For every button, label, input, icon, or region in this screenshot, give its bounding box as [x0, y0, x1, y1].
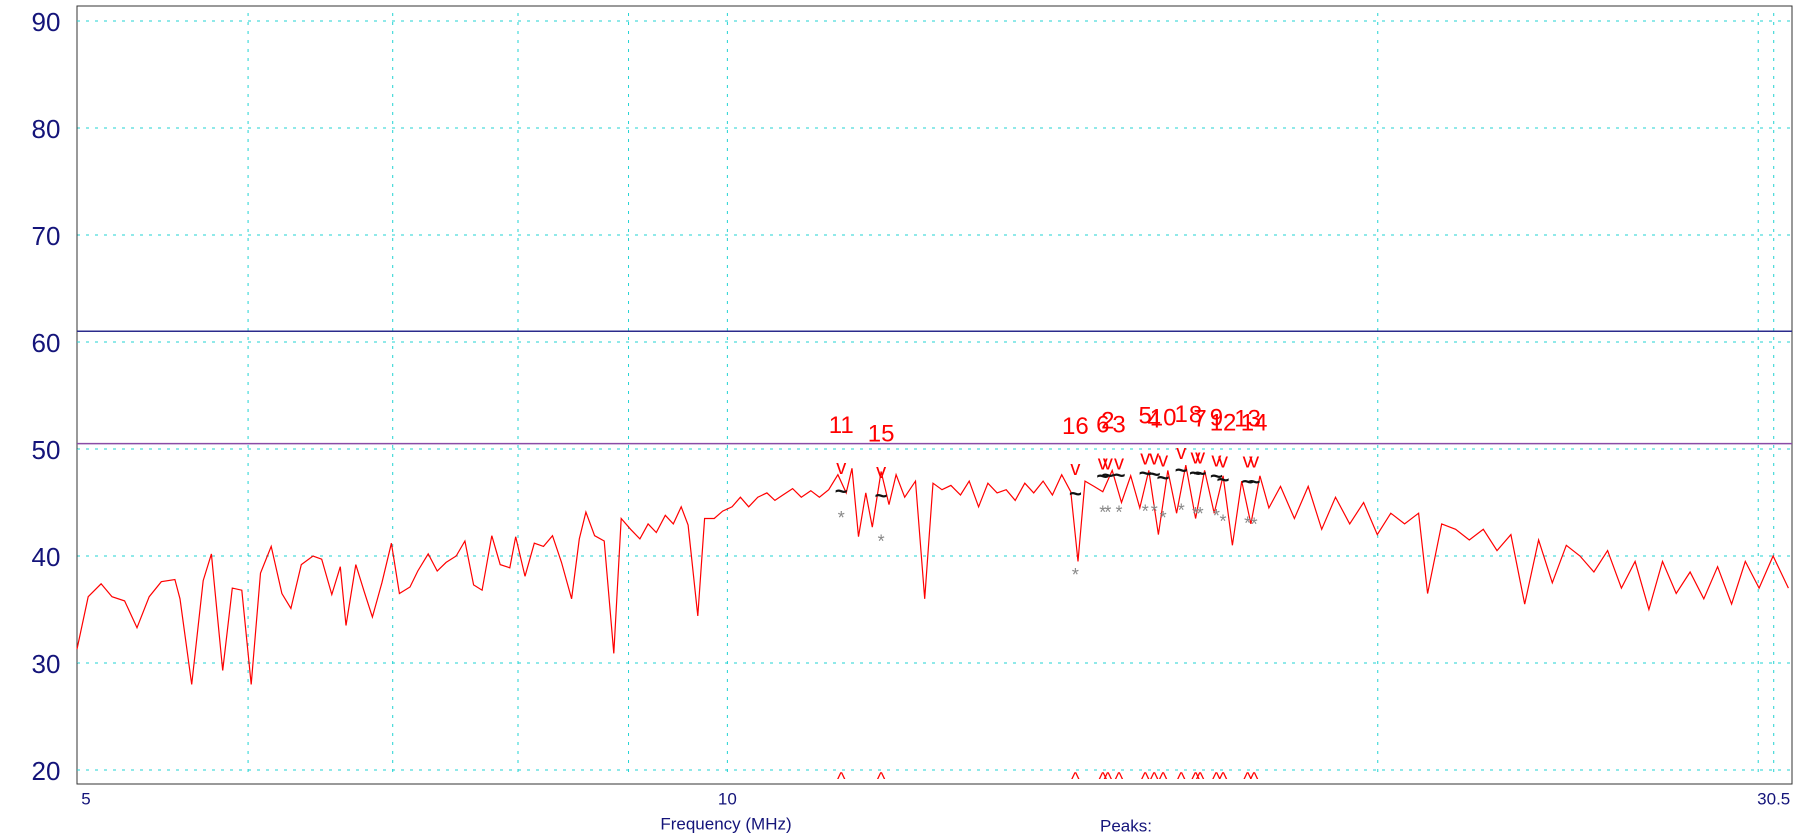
average-marker: * [1151, 502, 1158, 522]
peak-axis-marker: ^ [1212, 769, 1221, 789]
trace [76, 464, 1789, 685]
average-marker: * [1220, 511, 1227, 531]
peak-marker: v [1176, 442, 1186, 464]
x-tick-label: 10 [718, 789, 737, 808]
quasi-peak-marker: ~ [1069, 481, 1082, 506]
peak-axis-marker: ^ [1159, 769, 1168, 789]
peak-label: 4 [1148, 406, 1161, 433]
peak-marker: v [1195, 446, 1205, 468]
x-axis-label: Frequency (MHz) [660, 814, 791, 833]
peak-axis-marker: ^ [1141, 769, 1150, 789]
peak-marker: v [1140, 447, 1150, 469]
quasi-peak-marker: ~ [875, 483, 888, 508]
quasi-peak-marker: ~ [1139, 460, 1152, 485]
peak-marker: v [876, 461, 886, 483]
quasi-peak-marker: ~ [1194, 460, 1207, 485]
average-marker: * [1197, 504, 1204, 524]
average-marker: * [1244, 513, 1251, 533]
average-marker: * [1072, 565, 1079, 585]
peak-axis-marker: ^ [1104, 769, 1113, 789]
quasi-peak-marker: ~ [1157, 465, 1170, 490]
peak-label: 6 [1096, 412, 1109, 439]
average-marker: * [1142, 502, 1149, 522]
peak-axis-marker: ^ [1243, 769, 1252, 789]
peak-label: 11 [829, 412, 854, 439]
peak-label: 3 [1112, 412, 1125, 439]
peak-label: 14 [1241, 410, 1268, 437]
peak-marker: v [1158, 449, 1168, 471]
quasi-peak-marker: ~ [1217, 467, 1230, 492]
peak-axis-marker: ^ [1115, 769, 1124, 789]
quasi-peak-marker: ~ [1175, 457, 1188, 482]
peak-marker: v [1211, 449, 1221, 471]
y-tick-label: 90 [32, 7, 61, 37]
peak-axis-marker: ^ [1150, 769, 1159, 789]
peak-label: 10 [1150, 405, 1177, 432]
average-marker: * [1178, 501, 1185, 521]
peak-label: 15 [868, 420, 895, 447]
peak-marker: v [1149, 447, 1159, 469]
quasi-peak-marker: ~ [1248, 469, 1261, 494]
y-tick-label: 30 [32, 649, 61, 679]
average-marker: * [1099, 503, 1106, 523]
peak-axis-marker: ^ [877, 769, 886, 789]
peak-axis-marker: ^ [1219, 769, 1228, 789]
peak-axis-marker: ^ [1177, 769, 1186, 789]
peak-label: 1 [1175, 401, 1188, 428]
average-marker: * [1160, 508, 1167, 528]
average-marker: * [878, 532, 885, 552]
average-marker: * [1192, 504, 1199, 524]
peak-axis-marker: ^ [1071, 769, 1080, 789]
y-tick-label: 70 [32, 221, 61, 251]
average-marker: * [838, 508, 845, 528]
quasi-peak-marker: ~ [1113, 463, 1126, 488]
quasi-peak-marker: ~ [1189, 460, 1202, 485]
peak-label: 12 [1210, 410, 1237, 437]
y-tick-label: 40 [32, 542, 61, 572]
peak-label: 8 [1189, 401, 1202, 428]
quasi-peak-marker: ~ [1241, 469, 1254, 494]
peak-label: 16 [1062, 413, 1089, 440]
y-tick-label: 20 [32, 756, 61, 786]
quasi-peak-marker: ~ [1096, 464, 1109, 489]
peak-label: 2 [1101, 408, 1114, 435]
average-marker: * [1104, 503, 1111, 523]
y-tick-label: 60 [32, 328, 61, 358]
peak-axis-marker: ^ [837, 769, 846, 789]
average-marker: * [1251, 515, 1258, 535]
average-marker: * [1213, 506, 1220, 526]
y-tick-label: 80 [32, 114, 61, 144]
peak-marker: v [836, 457, 846, 479]
peak-marker: v [1070, 458, 1080, 480]
plot-frame [76, 5, 1793, 785]
peak-marker: v [1114, 453, 1124, 475]
peak-axis-marker: ^ [1196, 769, 1205, 789]
peak-label: 5 [1139, 402, 1152, 429]
peak-marker: v [1218, 451, 1228, 473]
x-tick-label: 30.5 [1757, 789, 1790, 808]
quasi-peak-marker: ~ [1101, 463, 1114, 488]
peak-marker: v [1249, 451, 1259, 473]
quasi-peak-marker: ~ [835, 479, 848, 504]
x-tick-label: 5 [81, 789, 90, 808]
peak-marker: v [1191, 446, 1201, 468]
peak-label: 7 [1193, 405, 1206, 432]
peak-label: 13 [1234, 406, 1261, 433]
peaks-caption: Peaks: [1100, 816, 1152, 835]
peak-axis-marker: ^ [1250, 769, 1259, 789]
average-marker: * [1116, 503, 1123, 523]
peak-marker: v [1103, 453, 1113, 475]
quasi-peak-marker: ~ [1210, 464, 1223, 489]
peak-axis-marker: ^ [1099, 769, 1108, 789]
peak-label: 9 [1210, 405, 1223, 432]
y-tick-label: 50 [32, 435, 61, 465]
quasi-peak-marker: ~ [1148, 462, 1161, 487]
peak-axis-marker: ^ [1191, 769, 1200, 789]
peak-marker: v [1098, 453, 1108, 475]
peak-marker: v [1243, 451, 1253, 473]
